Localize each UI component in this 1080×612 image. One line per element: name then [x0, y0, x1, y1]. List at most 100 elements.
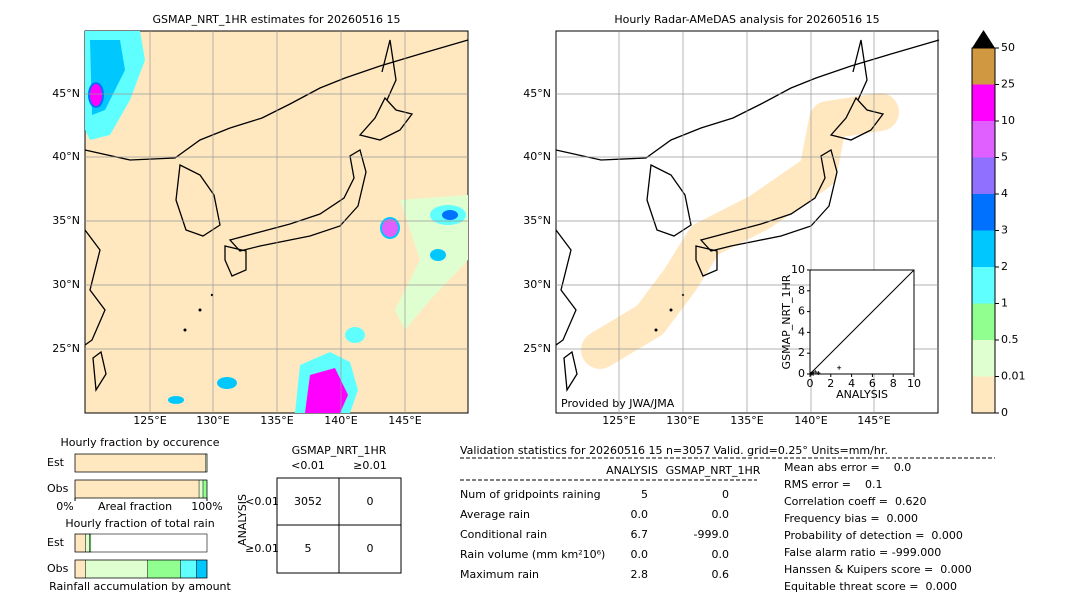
bar-segment — [180, 559, 197, 579]
colorbar-label: 2 — [1001, 260, 1008, 273]
colorbar-label: 1 — [1001, 297, 1008, 310]
point — [837, 365, 842, 370]
lat-label: 25°N — [52, 342, 80, 355]
score: Correlation coeff = 0.620 — [784, 495, 926, 508]
score: Frequency bias = 0.000 — [784, 512, 918, 525]
x-tick-label: 10 — [907, 377, 921, 390]
score: Hanssen & Kuipers score = 0.000 — [784, 563, 972, 576]
category-label: Est — [47, 456, 65, 469]
map-title: GSMAP_NRT_1HR estimates for 20260516 15 — [152, 13, 400, 26]
y-tick-label: 2 — [798, 346, 805, 359]
stat-name: Average rain — [460, 508, 530, 521]
lat-label: 30°N — [52, 278, 80, 291]
bar-segment — [89, 533, 92, 553]
extend-arrow — [972, 30, 995, 48]
lon-label: 135°E — [730, 414, 763, 427]
stat-value: 0.6 — [712, 568, 730, 581]
category-label: Est — [47, 536, 65, 549]
colorbar-label: 25 — [1001, 78, 1015, 91]
lon-label: 125°E — [133, 414, 166, 427]
table-cell: 5 — [305, 542, 312, 555]
diagonal — [809, 269, 915, 375]
stat-value: 0.0 — [631, 508, 649, 521]
table-title: GSMAP_NRT_1HR — [292, 444, 387, 457]
stat-value: 6.7 — [631, 528, 649, 541]
lon-label: 135°E — [260, 414, 293, 427]
lon-label: 145°E — [857, 414, 890, 427]
lon-label: 140°E — [324, 414, 357, 427]
bar-segment — [74, 533, 86, 553]
bar-frame — [74, 559, 208, 579]
stat-name: Maximum rain — [460, 568, 539, 581]
stat-name: Conditional rain — [460, 528, 547, 541]
colorbar-label: 3 — [1001, 224, 1008, 237]
lat-label: 45°N — [52, 87, 80, 100]
color-band — [972, 157, 995, 194]
x-tick-label: 0% — [56, 500, 73, 513]
stat-value: 2.8 — [631, 568, 649, 581]
stat-value: -999.0 — [694, 528, 729, 541]
bar-frame — [74, 453, 208, 473]
y-tick-label: 8 — [798, 284, 805, 297]
category-label: Obs — [47, 482, 69, 495]
stat-value: 0.0 — [631, 548, 649, 561]
lat-label: 40°N — [52, 150, 80, 163]
x-tick-label: 2 — [827, 377, 834, 390]
color-band — [972, 230, 995, 267]
bar-segment — [198, 479, 204, 499]
point — [816, 370, 821, 375]
stat-value: 0 — [722, 488, 729, 501]
bar-frame — [74, 479, 208, 499]
bar-segment — [74, 453, 206, 473]
table-cell: 0 — [367, 495, 374, 508]
colorbar-label: 5 — [1001, 151, 1008, 164]
table-cell: 3052 — [294, 495, 322, 508]
lon-label: 125°E — [602, 414, 635, 427]
score: RMS error = 0.1 — [784, 478, 882, 491]
map-title: Hourly Radar-AMeDAS analysis for 2026051… — [614, 13, 879, 26]
row-title: ANALYSIS — [236, 494, 249, 546]
credit: Provided by JWA/JMA — [561, 397, 675, 410]
x-tick-label: 8 — [890, 377, 897, 390]
point — [811, 372, 816, 376]
rain-field — [581, 93, 899, 369]
score: Equitable threat score = 0.000 — [784, 580, 957, 593]
y-tick-label: 4 — [798, 325, 805, 338]
color-band — [972, 340, 995, 377]
x-axis-label: Rainfall accumulation by amount — [49, 580, 231, 593]
score: False alarm ratio = -999.000 — [784, 546, 941, 559]
color-band — [972, 267, 995, 304]
y-tick-label: 0 — [798, 367, 805, 380]
bar-segment — [85, 559, 148, 579]
stats-title: Validation statistics for 20260516 15 n=… — [460, 444, 888, 457]
column-header: <0.01 — [291, 459, 325, 472]
y-tick-label: 10 — [791, 263, 805, 276]
score: Mean abs error = 0.0 — [784, 461, 911, 474]
rain-field — [85, 31, 468, 413]
color-band — [972, 84, 995, 121]
x-tick-label: 100% — [191, 500, 222, 513]
lat-label: 35°N — [523, 214, 551, 227]
bar-segment — [196, 559, 208, 579]
chart-title: Hourly fraction by occurence — [61, 436, 220, 449]
lon-label: 130°E — [196, 414, 229, 427]
category-label: Obs — [47, 562, 69, 575]
lat-label: 45°N — [523, 87, 551, 100]
stat-value: 0.0 — [712, 508, 730, 521]
x-tick-label: 0 — [807, 377, 814, 390]
bar-frame — [74, 533, 208, 553]
x-tick-label: 4 — [848, 377, 855, 390]
bar-segment — [147, 559, 181, 579]
lat-label: 35°N — [52, 214, 80, 227]
color-band — [972, 303, 995, 340]
table-cell: 0 — [367, 542, 374, 555]
column-header: ANALYSIS — [606, 464, 658, 477]
color-band — [972, 194, 995, 231]
color-band — [972, 376, 995, 413]
bar-segment — [74, 479, 200, 499]
stat-value: 0.0 — [712, 548, 730, 561]
lat-label: 40°N — [523, 150, 551, 163]
lon-label: 130°E — [666, 414, 699, 427]
stat-name: Rain volume (mm km²10⁶) — [460, 548, 605, 561]
